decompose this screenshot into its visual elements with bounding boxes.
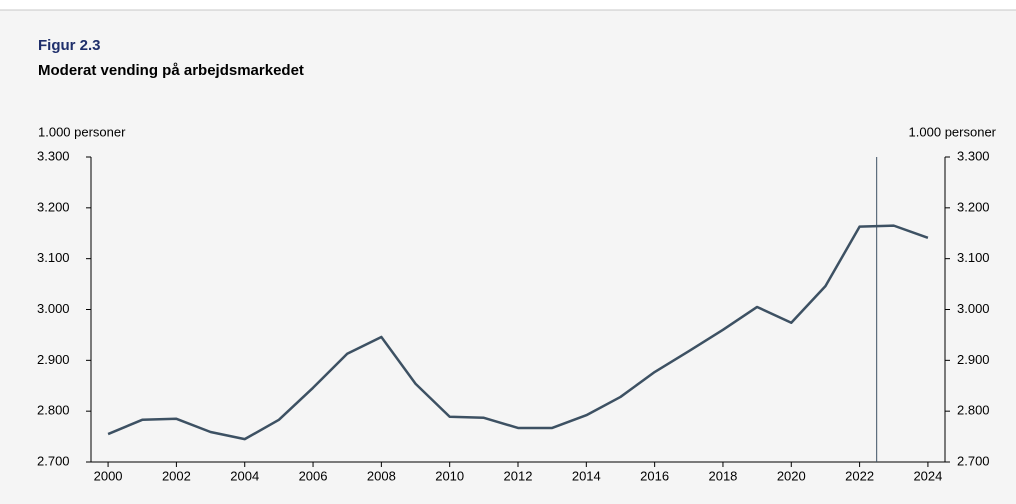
x-tick-label: 2020: [777, 468, 806, 483]
x-tick-label: 2024: [913, 468, 942, 483]
y2-tick-label: 3.300: [957, 148, 990, 163]
x-tick-label: 2014: [572, 468, 601, 483]
figure-label: Figur 2.3: [38, 37, 101, 54]
x-tick-label: 2008: [367, 468, 396, 483]
y-tick-label: 3.100: [37, 250, 70, 265]
y2-tick-label: 3.100: [957, 250, 990, 265]
y2-tick-label: 3.000: [957, 301, 990, 316]
x-tick-label: 2022: [845, 468, 874, 483]
y-tick-label: 2.800: [37, 403, 70, 418]
x-tick-label: 2002: [162, 468, 191, 483]
x-tick-label: 2006: [299, 468, 328, 483]
y-tick-label: 2.900: [37, 352, 70, 367]
data-line: [107, 224, 929, 441]
y-tick-label: 3.000: [37, 301, 70, 316]
x-tick-label: 2004: [230, 468, 259, 483]
x-tick-label: 2018: [708, 468, 737, 483]
x-tick-label: 2000: [94, 468, 123, 483]
y2-tick-label: 3.200: [957, 199, 990, 214]
y-tick-label: 3.200: [37, 199, 70, 214]
x-tick-label: 2012: [504, 468, 533, 483]
y2-tick-label: 2.900: [957, 352, 990, 367]
y-tick-label: 3.300: [37, 148, 70, 163]
y2-axis-label: 1.000 personer: [909, 124, 997, 139]
y-axis-label: 1.000 personer: [38, 124, 126, 139]
y-tick-label: 2.700: [37, 453, 70, 468]
y2-tick-label: 2.800: [957, 403, 990, 418]
background: [0, 10, 1016, 504]
x-tick-label: 2010: [435, 468, 464, 483]
chart-title: Moderat vending på arbejdsmarkedet: [38, 62, 304, 79]
x-tick-label: 2016: [640, 468, 669, 483]
y2-tick-label: 2.700: [957, 453, 990, 468]
